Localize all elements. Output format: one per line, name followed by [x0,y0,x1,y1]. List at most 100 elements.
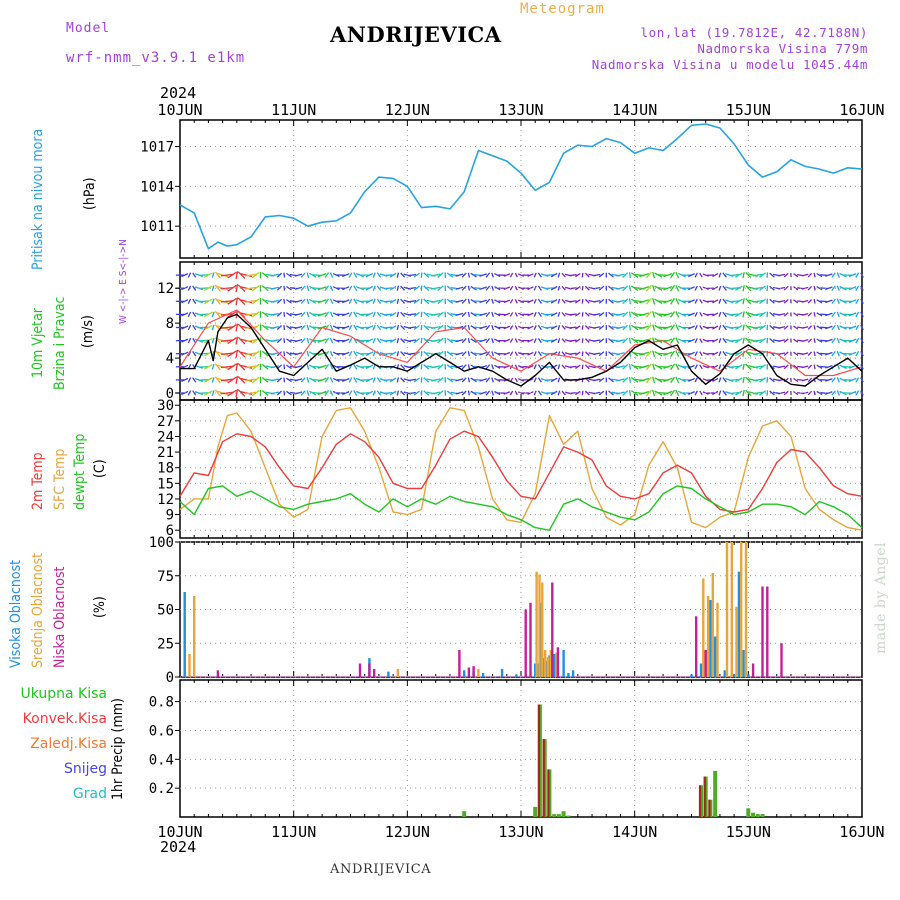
wind-barb [518,312,524,317]
wind-barb [420,324,423,331]
wind-barb [431,365,441,369]
wind-barb [848,299,857,304]
wind-barb [423,364,430,370]
wind-barb [423,390,430,396]
wind-barb [423,298,430,305]
wind-barb [306,285,310,291]
wind-barb [537,338,542,344]
wind-barb [181,299,189,304]
wind-barb [420,390,423,396]
wind-barb [581,285,584,291]
wind-barb [235,271,239,280]
model-elevation: Nadmorska Visina u modelu 1045.44m [591,57,868,72]
wind-barb [608,272,614,278]
wind-barb [211,363,215,370]
wind-barb [372,337,376,344]
wind-barb [645,363,652,371]
wind-barb [839,325,847,330]
wind-barb [527,312,534,317]
wind-barb [192,351,197,357]
wind-barb [816,390,823,396]
wind-barb [187,298,192,304]
wind-barb [389,377,397,383]
wind-barb [396,298,400,304]
year-label-top: 2024 [160,84,197,102]
wind-barb [470,325,477,330]
wind-barb [561,298,566,304]
wind-barb [816,364,823,369]
wind-barb [544,378,554,381]
wind-barb [527,325,534,330]
wind-barb [569,274,577,277]
wind-barb [598,298,605,304]
wind-barb [675,337,680,344]
wind-barb [389,298,397,304]
cloud-bar-high [723,670,726,678]
wind-barb [413,364,420,370]
wind-barb [431,299,441,303]
wind-barb [550,338,558,343]
wind-barb [353,298,358,305]
wind-barb [324,311,330,318]
wind-barb [745,337,752,344]
wind-barb [575,364,581,369]
wind-barb [491,272,495,278]
wind-barb [569,352,577,355]
wind-barb [494,273,501,278]
wind-barb [722,324,727,331]
wind-barb [759,337,766,344]
wind-barb [745,350,752,357]
wind-barb [584,390,590,396]
wind-barb [860,337,864,344]
wind-barb [848,390,857,396]
wind-barb [783,390,789,396]
wind-barb [855,377,860,383]
legend-convective-rain: Konvek.Kisa [22,711,107,727]
y-tick-label: 0 [166,670,174,686]
wind-barb [294,352,303,356]
wind-barb [645,271,652,279]
wind-barb [836,285,840,291]
wind-barb [283,351,286,357]
wind-barb [485,272,491,278]
wind-barb [413,338,420,344]
wind-barb [688,325,695,330]
wind-barb [283,312,286,317]
wind-barb [533,377,537,383]
wind-barb [729,326,739,329]
wind-barb [365,325,374,330]
wind-barb [718,272,722,278]
wind-barb [365,390,374,396]
wind-barb [533,325,537,330]
cloud-bar-low [761,586,764,677]
wind-barb [437,337,444,344]
wind-barb [718,351,722,357]
wind-barb [598,351,605,357]
wind-barb [537,351,542,357]
wind-barb [722,377,727,383]
wind-barb [306,324,310,331]
wind-barb [694,351,698,357]
wind-barb [187,311,192,318]
wind-barb [777,313,786,316]
wind-barb [544,313,554,316]
wind-barb [699,325,703,330]
y-tick-label: 15 [157,476,174,492]
cloud-bar-high [500,668,504,677]
wind-barb [294,286,303,290]
wind-barb [677,390,687,396]
wind-barb [204,324,213,331]
wind-barb [342,312,350,317]
wind-barb [461,390,467,396]
wind-barb [745,389,752,397]
wind-barb [575,286,581,291]
wind-barb [237,363,246,371]
wind-barb [198,365,209,368]
cloud-bar-low [358,663,362,677]
wind-barb [742,271,745,279]
wind-barb [431,378,441,382]
wind-barb [446,351,454,357]
wind-barb [712,312,719,317]
cloud-bar-mid [702,578,705,677]
wind-barb [324,272,330,279]
